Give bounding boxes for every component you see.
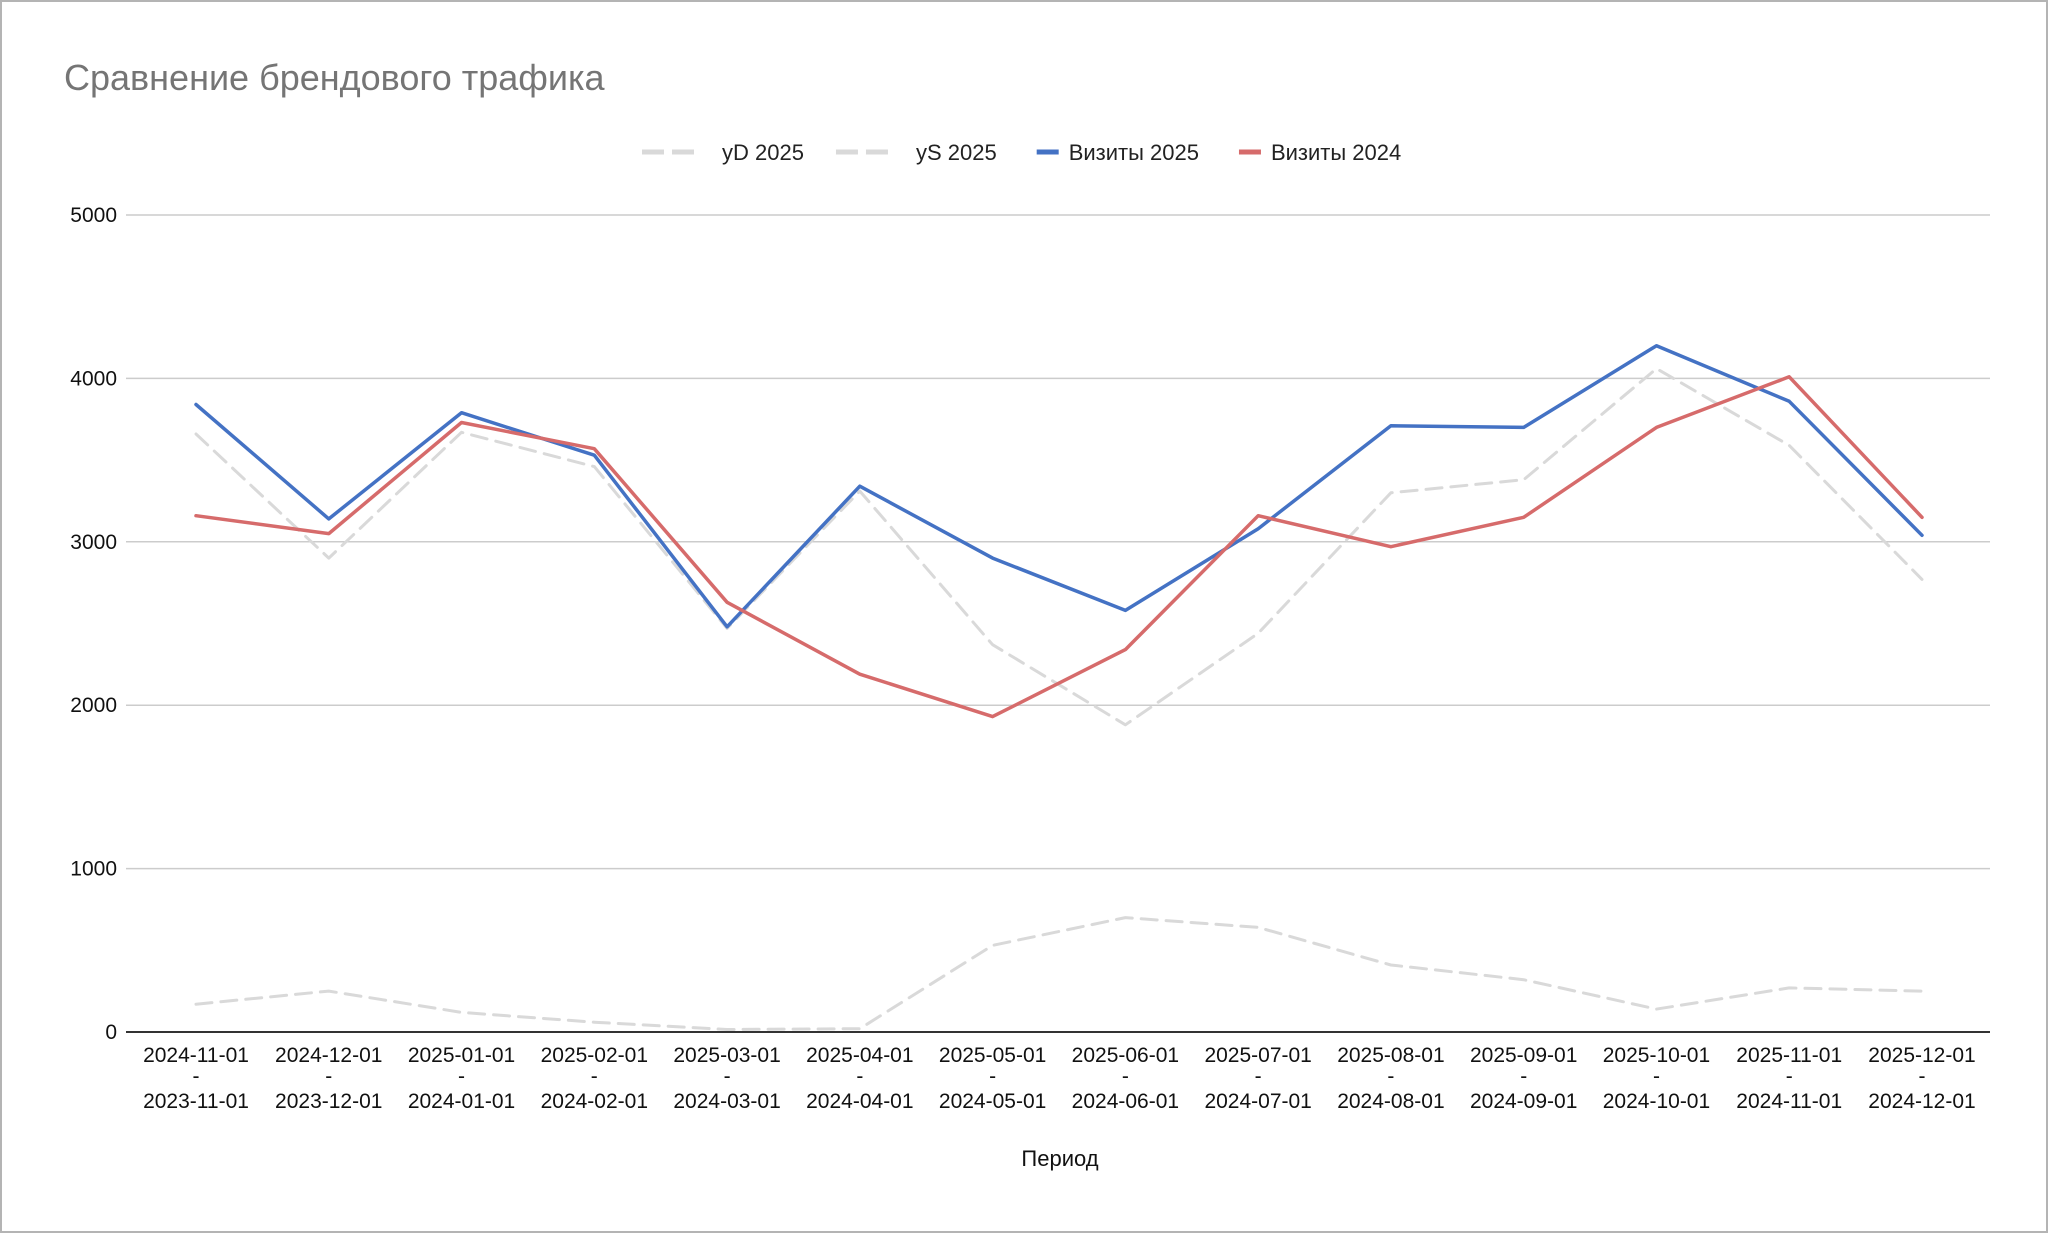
x-tick-label: 2025-04-01-2024-04-01 bbox=[806, 1044, 913, 1113]
x-tick-label-bottom: 2024-05-01 bbox=[939, 1090, 1046, 1113]
y-tick-label: 2000 bbox=[70, 694, 117, 717]
x-tick-label-mid: - bbox=[1653, 1065, 1660, 1088]
x-tick-label-top: 2025-05-01 bbox=[939, 1044, 1046, 1067]
x-tick-label-bottom: 2024-01-01 bbox=[408, 1090, 515, 1113]
x-tick-label: 2025-10-01-2024-10-01 bbox=[1603, 1044, 1710, 1113]
x-tick-label: 2025-05-01-2024-05-01 bbox=[939, 1044, 1046, 1113]
legend-label: Визиты 2025 bbox=[1069, 140, 1199, 165]
x-tick-label-bottom: 2024-07-01 bbox=[1204, 1090, 1311, 1113]
x-tick-label: 2025-09-01-2024-09-01 bbox=[1470, 1044, 1577, 1113]
x-tick-label-mid: - bbox=[724, 1065, 731, 1088]
series-line-3 bbox=[196, 377, 1922, 717]
x-tick-label-top: 2025-11-01 bbox=[1736, 1044, 1842, 1067]
y-tick-label: 4000 bbox=[70, 367, 117, 390]
x-tick-label-bottom: 2023-12-01 bbox=[275, 1090, 382, 1113]
x-tick-label-bottom: 2024-02-01 bbox=[541, 1090, 648, 1113]
y-tick-label: 1000 bbox=[70, 858, 117, 881]
legend-label: Визиты 2024 bbox=[1271, 140, 1401, 165]
legend-item: Визиты 2024 bbox=[1239, 140, 1401, 165]
x-tick-label-mid: - bbox=[193, 1065, 200, 1088]
chart-title: Сравнение брендового трафика bbox=[64, 57, 606, 98]
x-tick-label-mid: - bbox=[1919, 1065, 1926, 1088]
x-tick-label-top: 2024-12-01 bbox=[275, 1044, 382, 1067]
x-tick-label-mid: - bbox=[1255, 1065, 1262, 1088]
x-tick-label-bottom: 2024-04-01 bbox=[806, 1090, 913, 1113]
y-tick-label: 0 bbox=[105, 1021, 117, 1044]
x-tick-label: 2025-06-01-2024-06-01 bbox=[1072, 1044, 1179, 1113]
x-tick-label: 2025-03-01-2024-03-01 bbox=[673, 1044, 780, 1113]
x-tick-label: 2025-08-01-2024-08-01 bbox=[1337, 1044, 1444, 1113]
x-tick-label-top: 2024-11-01 bbox=[143, 1044, 249, 1067]
x-tick-label: 2025-07-01-2024-07-01 bbox=[1204, 1044, 1311, 1113]
x-tick-label-mid: - bbox=[325, 1065, 332, 1088]
legend-label: yS 2025 bbox=[916, 140, 997, 165]
x-tick-label: 2025-02-01-2024-02-01 bbox=[541, 1044, 648, 1113]
x-tick-label: 2025-01-01-2024-01-01 bbox=[408, 1044, 515, 1113]
x-tick-label-top: 2025-04-01 bbox=[806, 1044, 913, 1067]
x-tick-label-bottom: 2024-08-01 bbox=[1337, 1090, 1444, 1113]
series-line-2 bbox=[196, 346, 1922, 627]
x-axis-ticks: 2024-11-01-2023-11-012024-12-01-2023-12-… bbox=[143, 1044, 1976, 1113]
x-tick-label-top: 2025-01-01 bbox=[408, 1044, 515, 1067]
x-tick-label-mid: - bbox=[458, 1065, 465, 1088]
x-tick-label-mid: - bbox=[856, 1065, 863, 1088]
legend-item: Визиты 2025 bbox=[1037, 140, 1199, 165]
x-tick-label-bottom: 2024-12-01 bbox=[1868, 1090, 1975, 1113]
x-tick-label-mid: - bbox=[1122, 1065, 1129, 1088]
x-tick-label-top: 2025-07-01 bbox=[1204, 1044, 1311, 1067]
x-tick-label-mid: - bbox=[1786, 1065, 1793, 1088]
x-tick-label: 2025-12-01-2024-12-01 bbox=[1868, 1044, 1975, 1113]
y-tick-label: 5000 bbox=[70, 204, 117, 227]
x-tick-label: 2024-12-01-2023-12-01 bbox=[275, 1044, 382, 1113]
x-tick-label-top: 2025-10-01 bbox=[1603, 1044, 1710, 1067]
x-tick-label-mid: - bbox=[591, 1065, 598, 1088]
series-line-1 bbox=[196, 369, 1922, 725]
x-tick-label-top: 2025-09-01 bbox=[1470, 1044, 1577, 1067]
legend-label: yD 2025 bbox=[722, 140, 804, 165]
x-tick-label-bottom: 2024-06-01 bbox=[1072, 1090, 1179, 1113]
x-tick-label-mid: - bbox=[1520, 1065, 1527, 1088]
x-tick-label-bottom: 2024-09-01 bbox=[1470, 1090, 1577, 1113]
legend-item: yS 2025 bbox=[836, 140, 997, 165]
x-axis-title: Период bbox=[1021, 1146, 1098, 1171]
x-tick-label-mid: - bbox=[989, 1065, 996, 1088]
y-axis-ticks: 0 1000 2000 3000 4000 5000 bbox=[70, 204, 117, 1044]
legend-item: yD 2025 bbox=[642, 140, 804, 165]
series-line-0 bbox=[196, 918, 1922, 1030]
x-tick-label-top: 2025-02-01 bbox=[541, 1044, 648, 1067]
legend: yD 2025 yS 2025 Визиты 2025 Визиты 2024 bbox=[642, 140, 1401, 165]
x-tick-label-bottom: 2024-03-01 bbox=[673, 1090, 780, 1113]
gridlines bbox=[126, 215, 1990, 1032]
y-tick-label: 3000 bbox=[70, 531, 117, 554]
x-tick-label-bottom: 2024-10-01 bbox=[1603, 1090, 1710, 1113]
x-tick-label-bottom: 2024-11-01 bbox=[1736, 1090, 1842, 1113]
x-tick-label-bottom: 2023-11-01 bbox=[143, 1090, 249, 1113]
x-tick-label: 2024-11-01-2023-11-01 bbox=[143, 1044, 249, 1113]
x-tick-label-mid: - bbox=[1387, 1065, 1394, 1088]
x-tick-label-top: 2025-08-01 bbox=[1337, 1044, 1444, 1067]
series-lines bbox=[196, 346, 1922, 1030]
x-tick-label: 2025-11-01-2024-11-01 bbox=[1736, 1044, 1842, 1113]
x-tick-label-top: 2025-03-01 bbox=[673, 1044, 780, 1067]
x-tick-label-top: 2025-12-01 bbox=[1868, 1044, 1975, 1067]
x-tick-label-top: 2025-06-01 bbox=[1072, 1044, 1179, 1067]
